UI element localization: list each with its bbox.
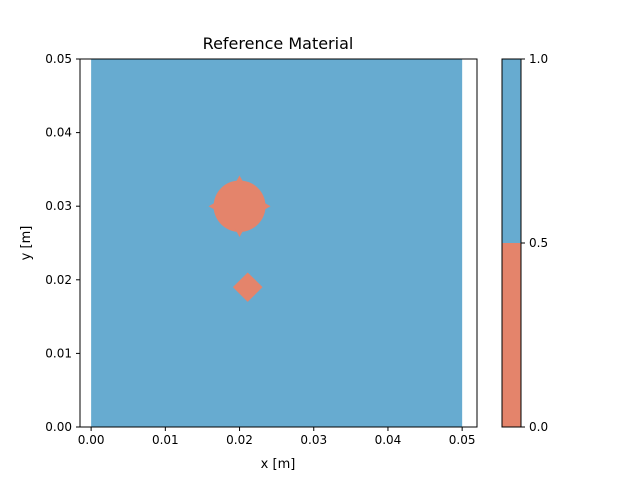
inclusion-spike (261, 201, 271, 212)
material-domain (91, 59, 463, 427)
colorbar-tick-label: 0.0 (529, 420, 548, 434)
y-tick-label: 0.02 (45, 273, 72, 287)
y-tick-label: 0.01 (45, 346, 72, 360)
y-tick-label: 0.00 (45, 420, 72, 434)
x-tick-label: 0.00 (78, 433, 105, 447)
inclusion-spike (208, 201, 218, 212)
circular-inclusion (208, 175, 271, 237)
colorbar-tick-label: 0.5 (529, 236, 548, 250)
y-axis-label: y [m] (19, 226, 34, 261)
colorbar: 0.0 0.5 1.0 (501, 52, 548, 434)
y-tick-label: 0.04 (45, 126, 72, 140)
x-tick-label: 0.03 (300, 433, 327, 447)
colorbar-band (502, 243, 521, 427)
x-tick-label: 0.05 (449, 433, 476, 447)
chart-title: Reference Material (203, 34, 354, 53)
axes-frame (79, 58, 478, 428)
inclusion-spike (234, 175, 245, 185)
inclusion-spike (234, 227, 245, 237)
x-tick-label: 0.02 (226, 433, 253, 447)
inclusion-disc (213, 180, 266, 232)
y-tick-label: 0.03 (45, 199, 72, 213)
x-tick-label: 0.01 (152, 433, 179, 447)
y-tick-label: 0.05 (45, 52, 72, 66)
plot-area: 0.00 0.01 0.02 0.03 0.04 0.05 0.00 0.01 0.02 0.03… (45, 52, 478, 447)
x-axis-label: x [m] (261, 457, 296, 472)
colorbar-tick-label: 1.0 (529, 52, 548, 66)
diamond-inclusion (232, 272, 263, 302)
x-tick-label: 0.04 (375, 433, 402, 447)
colorbar-band (502, 59, 521, 243)
